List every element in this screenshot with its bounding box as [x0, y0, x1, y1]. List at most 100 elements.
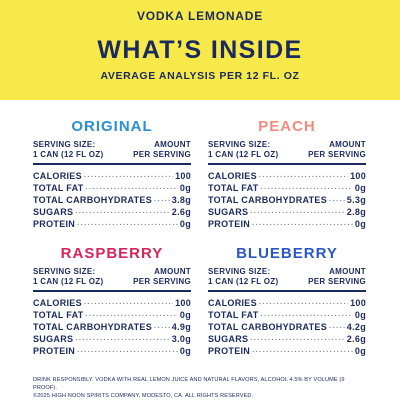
nutrient-value: 4.9g	[171, 322, 191, 332]
nutrient-label: TOTAL FAT	[33, 310, 84, 320]
nutrient-label: CALORIES	[33, 298, 82, 308]
flavor-name: ORIGINAL	[71, 118, 153, 135]
serving-info: SERVING SIZE: 1 CAN (12 FL OZ) AMOUNT PE…	[208, 267, 366, 287]
nutrient-label: SUGARS	[208, 334, 249, 344]
nutrient-row: CALORIES································…	[208, 297, 366, 309]
nutrient-value: 0g	[354, 183, 366, 193]
nutrient-value: 100	[350, 298, 366, 308]
nutrient-label: CALORIES	[208, 298, 257, 308]
dot-leader: ········································…	[329, 198, 345, 205]
nutrient-row: TOTAL FAT·······························…	[33, 309, 191, 321]
amount-label: AMOUNT	[329, 267, 366, 276]
serving-info: SERVING SIZE: 1 CAN (12 FL OZ) AMOUNT PE…	[33, 267, 191, 287]
divider	[208, 290, 366, 292]
flavor-name: RASPBERRY	[60, 245, 164, 262]
dot-leader: ········································…	[83, 174, 173, 181]
serving-size-label: SERVING SIZE:	[33, 140, 96, 149]
nutrient-label: PROTEIN	[208, 219, 251, 229]
nutrient-row: TOTAL FAT·······························…	[208, 182, 366, 194]
disclaimer-line: DRINK RESPONSIBLY. VODKA WITH REAL LEMON…	[33, 377, 345, 391]
nutrient-row: PROTEIN·································…	[33, 218, 191, 230]
nutrition-panel-original: ORIGINAL SERVING SIZE: 1 CAN (12 FL OZ) …	[33, 117, 191, 230]
nutrition-panel-raspberry: RASPBERRY SERVING SIZE: 1 CAN (12 FL OZ)…	[33, 244, 191, 357]
copyright-line: ©2025 HIGH NOON SPIRITS COMPANY, MODESTO…	[33, 393, 254, 399]
nutrient-row: SUGARS··································…	[33, 206, 191, 218]
nutrition-panel-blueberry: BLUEBERRY SERVING SIZE: 1 CAN (12 FL OZ)…	[208, 244, 366, 357]
nutrient-value: 100	[175, 298, 191, 308]
serving-size-value: 1 CAN (12 FL OZ)	[33, 150, 104, 159]
nutrient-row: PROTEIN·································…	[208, 218, 366, 230]
per-serving-label: PER SERVING	[133, 277, 191, 286]
amount-label: AMOUNT	[154, 140, 191, 149]
nutrient-row: SUGARS··································…	[208, 206, 366, 218]
serving-size: SERVING SIZE: 1 CAN (12 FL OZ)	[208, 267, 278, 287]
nutrient-row: CALORIES································…	[208, 170, 366, 182]
serving-size-label: SERVING SIZE:	[208, 267, 271, 276]
per-serving-label: PER SERVING	[308, 277, 366, 286]
amount-per-serving: AMOUNT PER SERVING	[308, 267, 366, 287]
per-serving-label: PER SERVING	[133, 150, 191, 159]
product-kicker: VODKA LEMONADE	[136, 9, 264, 23]
flavor-name: PEACH	[258, 118, 316, 135]
amount-per-serving: AMOUNT PER SERVING	[133, 267, 191, 287]
nutrient-label: TOTAL FAT	[33, 183, 84, 193]
amount-label: AMOUNT	[329, 140, 366, 149]
amount-label: AMOUNT	[154, 267, 191, 276]
page-title: WHAT’S INSIDE	[97, 36, 303, 64]
flavor-name: BLUEBERRY	[236, 245, 338, 262]
serving-size: SERVING SIZE: 1 CAN (12 FL OZ)	[33, 267, 103, 287]
dot-leader: ········································…	[154, 198, 170, 205]
nutrient-label: TOTAL CARBOHYDRATES	[33, 195, 153, 205]
nutrient-row: TOTAL CARBOHYDRATES·····················…	[208, 321, 366, 333]
nutrient-label: SUGARS	[33, 207, 74, 217]
page-subtitle: AVERAGE ANALYSIS PER 12 FL. OZ	[100, 70, 300, 82]
divider	[208, 163, 366, 165]
nutrient-value: 3.8g	[171, 195, 191, 205]
nutrient-value: 3.0g	[171, 334, 191, 344]
serving-size: SERVING SIZE: 1 CAN (12 FL OZ)	[33, 140, 103, 160]
dot-leader: ········································…	[77, 349, 178, 356]
dot-leader: ········································…	[85, 186, 178, 193]
nutrient-label: TOTAL FAT	[208, 310, 259, 320]
serving-info: SERVING SIZE: 1 CAN (12 FL OZ) AMOUNT PE…	[208, 140, 366, 160]
nutrition-panel-peach: PEACH SERVING SIZE: 1 CAN (12 FL OZ) AMO…	[208, 117, 366, 230]
nutrient-label: PROTEIN	[33, 346, 76, 356]
dot-leader: ········································…	[75, 210, 169, 217]
nutrient-value: 2.6g	[346, 334, 366, 344]
dot-leader: ········································…	[252, 222, 353, 229]
nutrient-row: PROTEIN·································…	[208, 345, 366, 357]
amount-per-serving: AMOUNT PER SERVING	[133, 140, 191, 160]
dot-leader: ········································…	[329, 325, 345, 332]
serving-size-label: SERVING SIZE:	[33, 267, 96, 276]
nutrient-value: 0g	[179, 346, 191, 356]
nutrient-label: PROTEIN	[208, 346, 251, 356]
nutrient-value: 100	[175, 171, 191, 181]
nutrient-value: 0g	[354, 219, 366, 229]
serving-size-value: 1 CAN (12 FL OZ)	[33, 277, 104, 286]
nutrient-label: SUGARS	[33, 334, 74, 344]
nutrient-value: 0g	[354, 346, 366, 356]
legal-footer: DRINK RESPONSIBLY. VODKA WITH REAL LEMON…	[33, 376, 367, 400]
dot-leader: ········································…	[75, 337, 169, 344]
nutrient-label: TOTAL CARBOHYDRATES	[208, 322, 328, 332]
nutrient-value: 0g	[354, 310, 366, 320]
dot-leader: ········································…	[260, 186, 353, 193]
dot-leader: ········································…	[77, 222, 178, 229]
nutrient-row: CALORIES································…	[33, 297, 191, 309]
nutrient-label: CALORIES	[208, 171, 257, 181]
dot-leader: ········································…	[252, 349, 353, 356]
dot-leader: ········································…	[250, 210, 344, 217]
serving-size: SERVING SIZE: 1 CAN (12 FL OZ)	[208, 140, 278, 160]
nutrient-label: TOTAL FAT	[208, 183, 259, 193]
nutrient-value: 0g	[179, 219, 191, 229]
nutrient-row: TOTAL CARBOHYDRATES·····················…	[33, 194, 191, 206]
nutrient-row: TOTAL FAT·······························…	[208, 309, 366, 321]
divider	[33, 290, 191, 292]
nutrient-row: TOTAL CARBOHYDRATES·····················…	[33, 321, 191, 333]
nutrient-row: SUGARS··································…	[33, 333, 191, 345]
dot-leader: ········································…	[83, 301, 173, 308]
serving-size-value: 1 CAN (12 FL OZ)	[208, 277, 279, 286]
nutrient-value: 0g	[179, 183, 191, 193]
nutrient-label: SUGARS	[208, 207, 249, 217]
nutrient-value: 100	[350, 171, 366, 181]
